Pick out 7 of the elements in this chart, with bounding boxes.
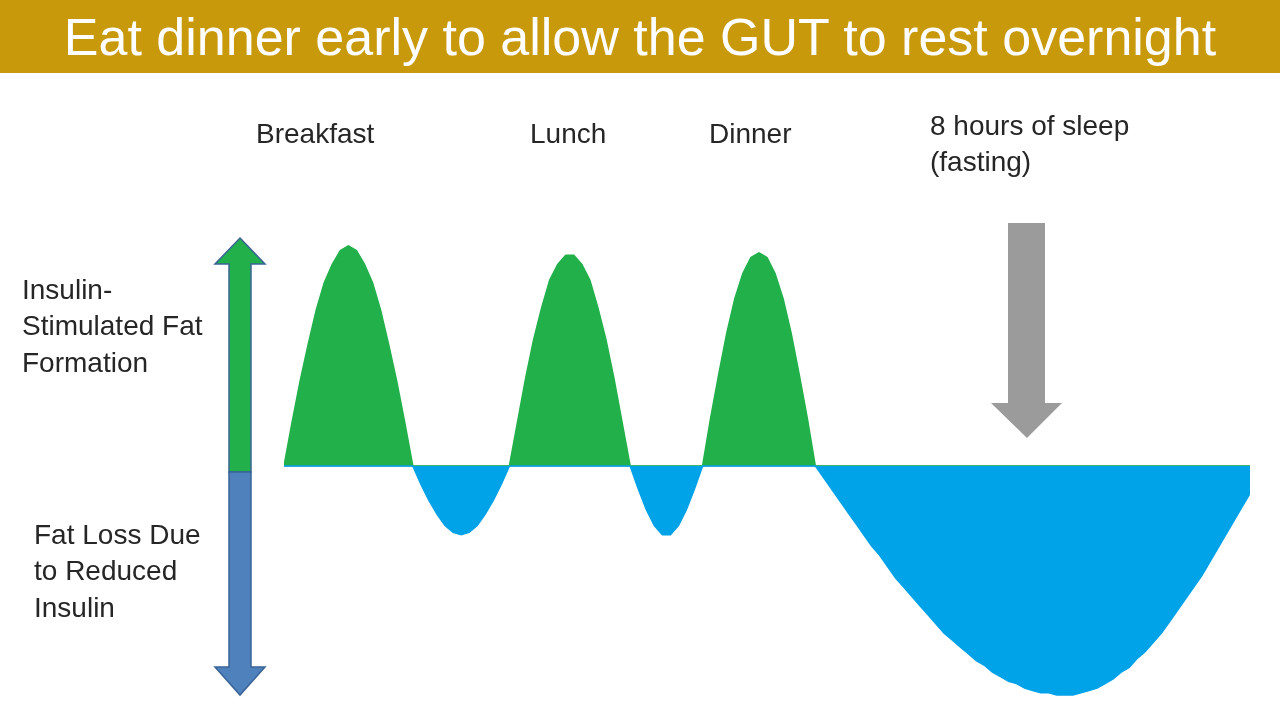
text: 8 hours of sleep (fasting) xyxy=(930,110,1130,178)
text: Lunch xyxy=(530,118,607,149)
text: Dinner xyxy=(709,118,792,149)
text: Fat Loss Due to Reduced Insulin xyxy=(34,519,201,623)
text: Insulin- Stimulated Fat Formation xyxy=(22,274,203,378)
text: Breakfast xyxy=(256,118,375,149)
chart-title: Eat dinner early to allow the GUT to rest overnight xyxy=(63,8,1217,67)
